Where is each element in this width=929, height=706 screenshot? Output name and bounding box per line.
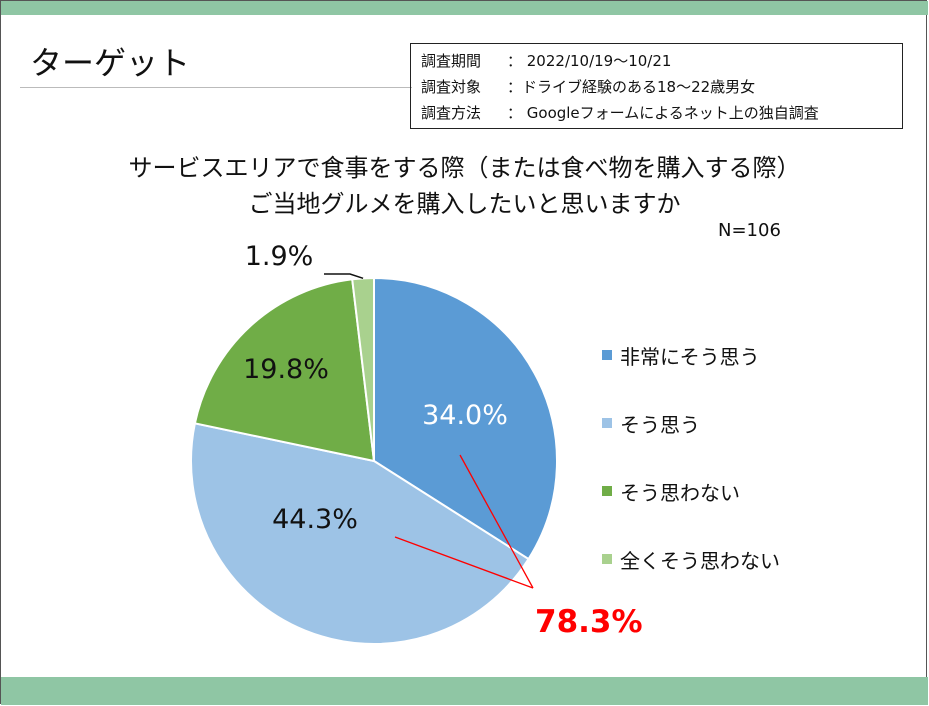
survey-target: 調査対象 ：ドライブ経験のある18〜22歳男女 (421, 74, 902, 100)
slide-title: ターゲット (30, 44, 191, 82)
data-label-strongly-agree: 34.0% (422, 400, 508, 431)
pie-slice-disagree (193, 278, 376, 463)
annotation-total: 78.3% (535, 604, 643, 640)
annotation-line-34 (459, 454, 534, 589)
survey-method-key: 調査方法 (421, 104, 482, 122)
legend-label: 非常にそう思う (620, 344, 760, 369)
data-label-disagree: 19.8% (243, 354, 329, 385)
legend-swatch (602, 486, 612, 496)
legend-label: そう思わない (620, 480, 740, 505)
pie-slice-agree (190, 422, 530, 645)
survey-period-key: 調査期間 (421, 52, 482, 70)
legend-label: 全くそう思わない (620, 548, 780, 573)
survey-method-value: ： Googleフォームによるネット上の独自調査 (507, 104, 819, 122)
data-label-agree: 44.3% (272, 504, 358, 535)
title-underline (20, 87, 412, 88)
bottom-band (1, 677, 928, 705)
legend-item-strongly-agree: 非常にそう思う (602, 342, 780, 369)
chart-legend: 非常にそう思う そう思う そう思わない 全くそう思わない (602, 342, 780, 614)
annotation-line-44 (394, 536, 534, 589)
legend-label: そう思う (620, 412, 700, 437)
chart-title-line-2: ご当地グルメを購入したいと思いますか (248, 190, 681, 218)
sample-size-label: N=106 (718, 220, 781, 241)
survey-period-value: ： 2022/10/19〜10/21 (507, 52, 672, 70)
chart-title: サービスエリアで食事をする際（または食べ物を購入する際） ご当地グルメを購入した… (0, 150, 929, 222)
data-label-strongly-disagree: 1.9% (245, 241, 314, 272)
survey-period: 調査期間 ： 2022/10/19〜10/21 (421, 48, 902, 74)
legend-item-disagree: そう思わない (602, 478, 780, 505)
legend-item-strongly-disagree: 全くそう思わない (602, 546, 780, 573)
survey-target-value: ：ドライブ経験のある18〜22歳男女 (507, 78, 756, 96)
survey-method: 調査方法 ： Googleフォームによるネット上の独自調査 (421, 100, 902, 126)
pie-slice-strongly-agree (373, 276, 558, 561)
top-band (1, 1, 928, 15)
legend-swatch (602, 350, 612, 360)
chart-title-line-1: サービスエリアで食事をする際（または食べ物を購入する際） (128, 154, 801, 182)
legend-swatch (602, 554, 612, 564)
legend-swatch (602, 418, 612, 428)
survey-target-key: 調査対象 (421, 78, 482, 96)
survey-info-box: 調査期間 ： 2022/10/19〜10/21 調査対象 ：ドライブ経験のある18〜… (410, 43, 903, 129)
legend-item-agree: そう思う (602, 410, 780, 437)
leader-line-strongly-disagree (324, 273, 364, 280)
